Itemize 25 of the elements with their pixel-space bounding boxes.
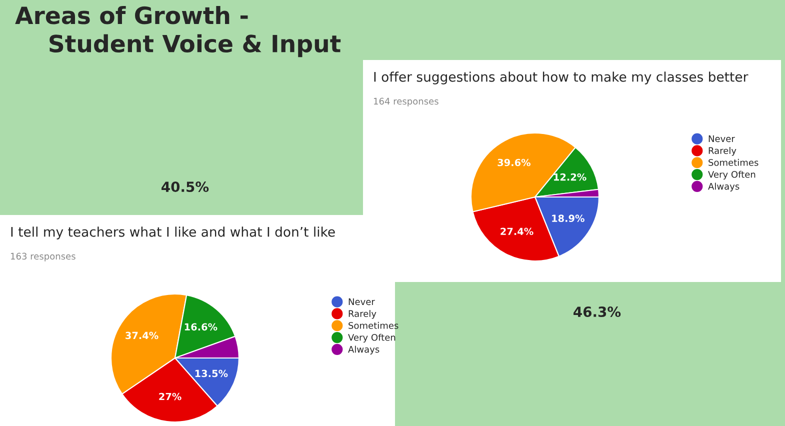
legend-label: Sometimes bbox=[708, 158, 758, 166]
legend-label: Always bbox=[708, 182, 740, 192]
legend-label: Sometimes bbox=[348, 322, 398, 329]
legend-label: Never bbox=[708, 135, 735, 142]
legend-label: Rarely bbox=[708, 147, 736, 156]
chart-title: I offer suggestions about how to make my classes better bbox=[374, 72, 748, 84]
data-label: 27.4% bbox=[500, 228, 534, 236]
data-label: 37.4% bbox=[126, 332, 158, 340]
legend-label: Never bbox=[348, 298, 375, 306]
data-label: 27% bbox=[159, 392, 182, 400]
text: 46.3% bbox=[574, 306, 621, 318]
chart-title: I tell my teachers what I like and what I don’t like bbox=[11, 226, 335, 240]
legend-label: Rarely bbox=[348, 310, 376, 319]
chart-subtitle: 164 responses bbox=[374, 98, 438, 106]
data-label: 13.5% bbox=[195, 370, 228, 378]
legend-label: Very Often bbox=[708, 170, 756, 180]
data-label: 39.6% bbox=[498, 158, 531, 166]
data-label: 12.2% bbox=[554, 173, 586, 181]
data-label: 16.6% bbox=[184, 323, 218, 331]
data-label: 18.9% bbox=[552, 214, 584, 222]
legend-label: Very Often bbox=[348, 334, 396, 343]
text: 40.5% bbox=[162, 182, 209, 192]
text: Areas of Growth - Student Voice & Input bbox=[15, 6, 341, 58]
chart-subtitle: 163 responses bbox=[10, 252, 76, 262]
legend-label: Always bbox=[348, 346, 380, 354]
